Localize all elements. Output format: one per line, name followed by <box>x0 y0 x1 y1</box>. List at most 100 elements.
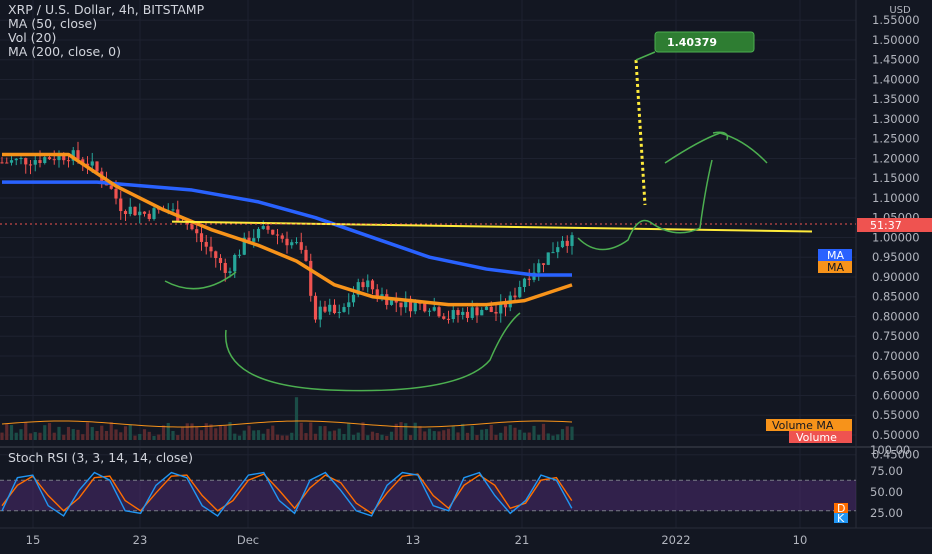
price-tick-label: 1.00000 <box>872 230 920 244</box>
candle-body <box>171 209 175 211</box>
candle-body <box>109 185 113 189</box>
volume-bar <box>114 429 118 440</box>
volume-bar <box>57 426 61 440</box>
volume-ma-tag-text: Volume MA <box>772 419 834 432</box>
volume-bar <box>47 423 52 440</box>
volume-bar <box>375 432 379 440</box>
volume-bar <box>38 432 42 440</box>
indicator-volume[interactable]: Vol (20) <box>8 30 57 45</box>
current-price-tag <box>857 218 932 232</box>
candle-body <box>328 304 332 312</box>
volume-bar <box>470 425 474 440</box>
volume-bar <box>161 425 166 440</box>
ma50-tag <box>818 261 852 273</box>
ma50-tag-text: MA <box>827 261 844 274</box>
volume-bar <box>261 433 265 440</box>
candle-body <box>138 211 142 216</box>
volume-bar <box>247 425 251 440</box>
volume-bar <box>228 422 232 440</box>
volume-bar <box>342 434 346 440</box>
target-connector <box>635 51 656 61</box>
price-tick-label: 0.60000 <box>872 388 920 402</box>
volume-bar <box>33 432 37 440</box>
volume-bar <box>95 430 99 440</box>
candle-body <box>522 278 527 287</box>
volume-bar <box>100 425 104 440</box>
volume-bar <box>275 434 280 440</box>
candle-body <box>489 306 493 312</box>
volume-bar <box>499 432 503 440</box>
volume-bar <box>351 434 356 440</box>
candle-body <box>294 242 299 244</box>
volume-bar <box>190 423 194 440</box>
volume-ma-tag <box>766 419 852 431</box>
candle-body <box>81 159 85 164</box>
volume-bar <box>480 429 484 440</box>
time-tick-label: Dec <box>237 533 259 547</box>
price-tick-label: 0.50000 <box>872 428 920 442</box>
time-tick-label: 21 <box>515 533 530 547</box>
candle-body <box>446 318 451 320</box>
resistance-line <box>171 220 813 233</box>
volume-bar <box>14 432 18 440</box>
volume-bar <box>104 430 109 440</box>
candle-body <box>252 238 256 242</box>
price-tick-label: 0.75000 <box>872 329 920 343</box>
volume-bar <box>85 422 90 440</box>
indicator-ma50[interactable]: MA (50, close) <box>8 16 98 31</box>
candle-body <box>484 306 489 310</box>
volume-bar <box>304 433 308 440</box>
candle-body <box>290 242 294 246</box>
volume-bar <box>380 434 384 440</box>
price-tick-label: 1.45000 <box>872 53 920 67</box>
indicator-ma200[interactable]: MA (200, close, 0) <box>8 44 121 59</box>
stoch-tick-label: 25.00 <box>870 506 903 520</box>
volume-bar <box>252 430 256 440</box>
volume-bar <box>551 435 555 440</box>
volume-bar <box>128 424 132 440</box>
candle-body <box>408 298 413 312</box>
stoch-d-line <box>1 473 573 515</box>
volume-bar <box>518 429 522 440</box>
volume-bar <box>423 431 427 440</box>
candle-body <box>195 229 199 234</box>
candle-body <box>366 280 370 288</box>
price-tick-label: 1.30000 <box>872 112 920 126</box>
candle-body <box>399 302 403 308</box>
volume-bar <box>171 430 175 440</box>
candle-body <box>5 162 9 164</box>
candle-body <box>503 302 508 308</box>
candle-body <box>470 307 474 318</box>
volume-bar <box>119 432 123 440</box>
time-tick-label: 23 <box>133 533 148 547</box>
left-shoulder-curve <box>164 271 237 290</box>
price-tick-label: 0.55000 <box>872 408 920 422</box>
volume-bar <box>299 422 303 440</box>
volume-bar <box>513 427 517 440</box>
volume-bar <box>180 427 185 440</box>
candle-body <box>52 159 56 161</box>
volume-bar <box>522 432 527 440</box>
stoch-d-tag-text: D <box>837 502 845 515</box>
price-tick-label: 0.65000 <box>872 369 920 383</box>
candle-body <box>461 311 465 315</box>
price-tick-label: 0.80000 <box>872 309 920 323</box>
price-tick-label: 1.10000 <box>872 191 920 205</box>
stoch-rsi-label[interactable]: Stoch RSI (3, 3, 14, 14, close) <box>8 450 193 465</box>
candle-body <box>28 164 33 166</box>
candle-body <box>437 307 441 317</box>
candle-body <box>66 160 71 162</box>
volume-bar <box>366 435 370 440</box>
candle-body <box>242 237 246 255</box>
volume-bar <box>233 433 237 440</box>
volume-bar <box>43 425 47 440</box>
volume-bar <box>266 428 270 440</box>
candle-body <box>62 154 66 161</box>
target-price-text: 1.40379 <box>667 36 717 49</box>
volume-bar <box>285 435 289 440</box>
volume-bar <box>556 434 560 440</box>
